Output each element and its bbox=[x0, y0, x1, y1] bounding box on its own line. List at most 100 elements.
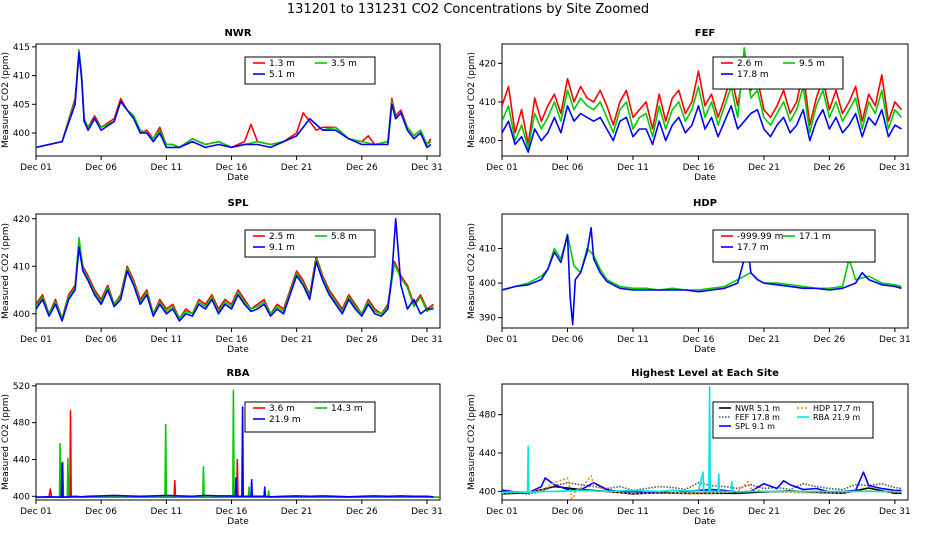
x-tick-label: Dec 31 bbox=[879, 335, 911, 345]
x-axis-label: Date bbox=[694, 345, 716, 355]
plot-frame bbox=[35, 43, 441, 157]
x-tick-label: Dec 31 bbox=[411, 163, 443, 173]
x-tick-label: Dec 06 bbox=[552, 163, 584, 173]
x-tick-label: Dec 06 bbox=[552, 335, 584, 345]
x-tick-label: Dec 21 bbox=[281, 335, 313, 345]
legend-entry: 2.5 m bbox=[269, 232, 295, 242]
y-axis-label: Measured CO2 (ppm) bbox=[467, 52, 477, 148]
y-tick-label: 440 bbox=[479, 449, 496, 459]
plot-frame bbox=[501, 43, 909, 157]
legend: -999.99 m 17.1 m 17.7 m bbox=[712, 229, 876, 263]
x-tick-label: Dec 01 bbox=[486, 335, 518, 345]
series-line-17-8-m bbox=[502, 105, 902, 153]
x-tick-label: Dec 16 bbox=[216, 507, 248, 517]
figure-title: 131201 to 131231 CO2 Concentrations by S… bbox=[286, 2, 650, 17]
y-tick-label: 520 bbox=[13, 382, 30, 392]
panel-title: HDP bbox=[693, 198, 717, 209]
series-line-3-6-m bbox=[36, 409, 440, 498]
x-tick-label: Dec 26 bbox=[814, 163, 846, 173]
legend-entry: 9.1 m bbox=[269, 243, 295, 253]
legend-box bbox=[244, 56, 376, 85]
x-tick-label: Dec 16 bbox=[216, 163, 248, 173]
legend-entry: 1.3 m bbox=[269, 59, 295, 69]
x-axis-label: Date bbox=[694, 173, 716, 183]
x-axis-label: Date bbox=[227, 345, 249, 355]
x-tick-label: Dec 11 bbox=[617, 335, 649, 345]
x-tick-label: Dec 11 bbox=[150, 507, 182, 517]
x-tick-label: Dec 16 bbox=[683, 507, 715, 517]
y-axis-label: Measured CO2 (ppm) bbox=[1, 52, 11, 148]
plot-frame bbox=[35, 213, 441, 329]
x-tick-label: Dec 06 bbox=[85, 507, 117, 517]
legend-entry: 17.1 m bbox=[799, 232, 831, 242]
x-tick-label: Dec 26 bbox=[346, 335, 378, 345]
legend-entry: 17.8 m bbox=[737, 70, 769, 80]
legend-box bbox=[712, 56, 844, 90]
x-tick-label: Dec 06 bbox=[552, 507, 584, 517]
legend: 1.3 m 3.5 m 5.1 m bbox=[244, 56, 376, 85]
legend: 3.6 m 14.3 m 21.9 m bbox=[244, 401, 376, 433]
legend-box bbox=[244, 229, 376, 258]
y-tick-label: 415 bbox=[13, 43, 30, 53]
series-line-HDP-17-7-m bbox=[502, 475, 902, 500]
series-line-FEF-17-8-m bbox=[502, 481, 902, 495]
legend-entry: SPL 9.1 m bbox=[735, 422, 775, 431]
legend-entry: 5.1 m bbox=[269, 70, 295, 80]
x-tick-label: Dec 21 bbox=[748, 335, 780, 345]
panel-title: NWR bbox=[224, 28, 251, 39]
x-tick-label: Dec 01 bbox=[20, 163, 52, 173]
panel-spl: SPL Dec 01 Dec 06 Dec 11 Dec 16 Dec 21 Dec 26 D… bbox=[1, 198, 443, 355]
panel-nwr: NWR Dec 01 Dec 06 Dec 11 Dec 16 Dec 21 Dec 26 D… bbox=[1, 28, 443, 183]
panel-highest-level-at-each-site: Highest Level at Each Site Dec 01 Dec 06 De… bbox=[467, 368, 911, 527]
legend-box bbox=[712, 401, 874, 439]
legend: 2.5 m 5.8 m 9.1 m bbox=[244, 229, 376, 258]
x-tick-label: Dec 01 bbox=[486, 163, 518, 173]
legend-entry: HDP 17.7 m bbox=[813, 404, 861, 413]
y-axis-label: Measured CO2 (ppm) bbox=[1, 223, 11, 319]
x-axis-label: Date bbox=[227, 517, 249, 527]
x-tick-label: Dec 01 bbox=[20, 507, 52, 517]
y-tick-label: 400 bbox=[13, 310, 30, 320]
panel-fef: FEF Dec 01 Dec 06 Dec 11 Dec 16 Dec 21 Dec 26 D… bbox=[467, 28, 911, 183]
panel-title: FEF bbox=[695, 28, 716, 39]
y-axis-label: Measured CO2 (ppm) bbox=[467, 223, 477, 319]
panel-title: Highest Level at Each Site bbox=[631, 368, 779, 379]
y-tick-label: 400 bbox=[479, 137, 496, 147]
y-tick-label: 410 bbox=[13, 72, 30, 82]
x-tick-label: Dec 06 bbox=[85, 163, 117, 173]
series-line-5-8-m bbox=[36, 237, 434, 320]
legend-entry: 3.5 m bbox=[331, 59, 357, 69]
legend-entry: RBA 21.9 m bbox=[813, 413, 860, 422]
x-tick-label: Dec 21 bbox=[281, 163, 313, 173]
series-line-9-5-m bbox=[502, 47, 903, 150]
y-tick-label: 420 bbox=[479, 59, 496, 69]
x-tick-label: Dec 26 bbox=[814, 335, 846, 345]
x-tick-label: Dec 06 bbox=[85, 335, 117, 345]
legend-entry: -999.99 m bbox=[737, 232, 783, 242]
x-tick-label: Dec 26 bbox=[346, 163, 378, 173]
y-tick-label: 420 bbox=[13, 215, 30, 225]
y-tick-label: 405 bbox=[13, 100, 30, 110]
panel-title: RBA bbox=[226, 368, 249, 379]
x-tick-label: Dec 21 bbox=[748, 507, 780, 517]
legend-entry: 2.6 m bbox=[737, 59, 763, 69]
x-tick-label: Dec 21 bbox=[281, 507, 313, 517]
x-tick-label: Dec 01 bbox=[20, 335, 52, 345]
x-tick-label: Dec 11 bbox=[617, 163, 649, 173]
legend-entry: 21.9 m bbox=[269, 415, 301, 425]
y-tick-label: 400 bbox=[13, 492, 30, 502]
x-tick-label: Dec 11 bbox=[150, 163, 182, 173]
series-line-17-7-m bbox=[502, 227, 902, 326]
x-tick-label: Dec 31 bbox=[879, 507, 911, 517]
legend-entry: 9.5 m bbox=[799, 59, 825, 69]
x-axis-label: Date bbox=[227, 173, 249, 183]
y-tick-label: 480 bbox=[13, 419, 30, 429]
x-axis-label: Date bbox=[694, 517, 716, 527]
plot-frame bbox=[501, 383, 909, 501]
legend-entry: NWR 5.1 m bbox=[735, 404, 780, 413]
panel-hdp: HDP Dec 01 Dec 06 Dec 11 Dec 16 Dec 21 Dec 26 D… bbox=[467, 198, 911, 355]
legend-entry: 3.6 m bbox=[269, 404, 295, 414]
plot-frame bbox=[35, 383, 441, 501]
